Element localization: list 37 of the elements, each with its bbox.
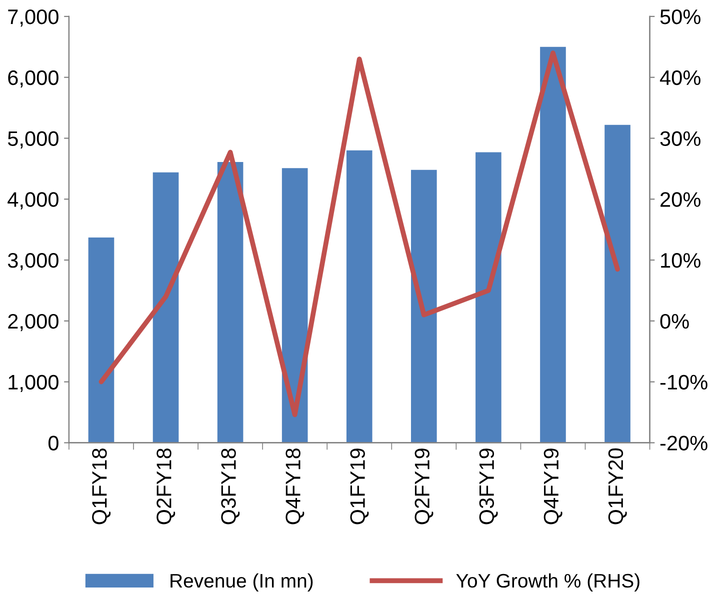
x-tick-label: Q4FY18: [286, 448, 304, 524]
legend-label: YoY Growth % (RHS): [456, 573, 640, 592]
y2-tick-label: 50%: [660, 9, 700, 24]
bar: [152, 172, 179, 443]
x-tick-label: Q3FY18: [221, 448, 240, 524]
bar: [540, 46, 566, 443]
x-tick-label: Q4FY19: [544, 448, 562, 524]
y2-tick-label: 40%: [660, 70, 700, 86]
y2-tick-label: -20%: [660, 436, 708, 450]
y2-tick-label: -10%: [660, 374, 708, 390]
y-tick-label: 6,000: [8, 70, 58, 88]
y2-tick-label: 30%: [660, 131, 700, 146]
x-tick-label: Q1FY18: [92, 448, 111, 524]
y-tick-label: 0: [48, 436, 58, 450]
bar: [88, 238, 114, 443]
y2-tick-label: 0%: [660, 314, 689, 329]
y-tick-label: 4,000: [8, 192, 58, 210]
y-tick-label: 1,000: [8, 374, 58, 392]
y2-tick-label: 20%: [660, 192, 700, 207]
x-tick-label: Q1FY20: [608, 448, 627, 524]
x-tick-label: Q2FY19: [414, 448, 434, 524]
x-tick-label: Q3FY19: [479, 448, 498, 524]
bar: [604, 124, 630, 443]
y2-tick-label: 10%: [661, 253, 700, 268]
y-tick-label: 7,000: [8, 9, 58, 27]
bar: [217, 162, 244, 443]
legend-label: Revenue (In mn): [170, 573, 313, 592]
bar: [346, 150, 372, 443]
y-tick-label: 2,000: [8, 314, 58, 332]
line-series: [98, 50, 620, 418]
y-tick-label: 3,000: [8, 253, 58, 270]
y-tick-label: 5,000: [8, 131, 58, 148]
x-tick-label: Q1FY19: [350, 448, 369, 524]
bar: [476, 152, 502, 443]
bar: [410, 170, 437, 443]
bar: [282, 168, 308, 443]
x-tick-label: Q2FY18: [156, 448, 176, 524]
